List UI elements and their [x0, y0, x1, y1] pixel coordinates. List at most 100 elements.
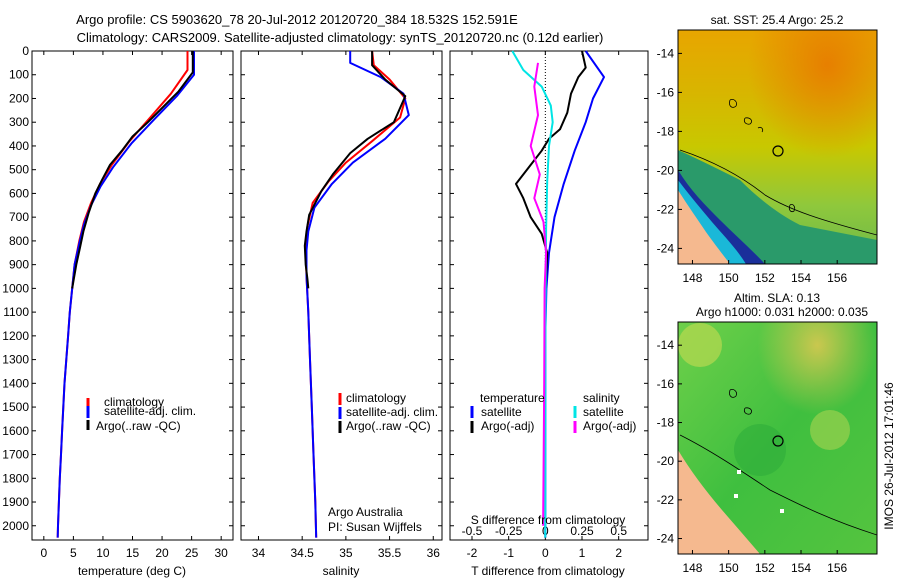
y-tick-label: 1600: [2, 424, 29, 438]
series-argo-raw-qc-: [303, 51, 407, 289]
sst-map-frame: [677, 29, 878, 265]
x-tick-label: 35.5: [378, 546, 402, 560]
map-y-tick-label: -22: [657, 202, 675, 216]
salinity-panel-frame: [240, 50, 443, 541]
difference-top-label: S difference from climatology: [471, 513, 626, 527]
legend-label-climatology: climatology: [346, 391, 406, 405]
x-tick-label: 35: [339, 546, 353, 560]
side-timestamp-label: IMOS 26-Jul-2012 17:01:46: [882, 382, 896, 530]
map-y-tick-label: -16: [657, 377, 675, 391]
salinity-axes: 34 34.5 35 35.5 36: [241, 50, 442, 560]
difference-xlabel: T difference from climatology: [471, 564, 625, 578]
x-tick-label: 1: [579, 546, 586, 560]
sst-reefs: [729, 99, 764, 133]
sla-reefs: [729, 389, 753, 415]
sst-land: [678, 190, 730, 264]
x-tick-label: 2: [615, 546, 622, 560]
y-tick-label: 0: [22, 44, 29, 58]
x-tick-label: 15: [126, 546, 140, 560]
map-y-tick-label: -20: [657, 163, 675, 177]
x-tick-label: 25: [185, 546, 199, 560]
sst-map-axes: 148 150 152 154 156 -14 -16 -18 -20 -22 -24: [657, 46, 848, 285]
sla-marker-3: [780, 509, 784, 513]
temperature-panel-frame: [31, 50, 234, 541]
y-tick-label: 1100: [3, 305, 29, 319]
y-tick-label: 1900: [2, 495, 29, 509]
series-argo-raw-qc-: [71, 51, 194, 289]
series-salinity-argo-adj-: [529, 62, 548, 526]
temperature-axes: 0100200300400500600700800900100011001200…: [2, 44, 233, 560]
legend-label-sal-argo: Argo(-adj): [583, 419, 636, 433]
legend-label-climatology: climatology: [104, 395, 164, 409]
sst-contour: [679, 149, 877, 236]
sla-blob-e: [810, 410, 850, 450]
x-tick-label: 36: [427, 546, 441, 560]
sla-float-marker: [772, 435, 784, 447]
series-temperature-satellite: [544, 50, 605, 538]
legend-label-temp-argo: Argo(-adj): [481, 419, 534, 433]
sst-map: [678, 30, 877, 264]
sla-map-title-line2: Argo h1000: 0.031 h2000: 0.035: [696, 305, 868, 319]
s-tick-label: -0.25: [495, 524, 523, 538]
salinity-xlabel: salinity: [323, 564, 360, 578]
series-temperature-argo-adj-: [515, 50, 587, 289]
map-x-tick-label: 156: [827, 561, 847, 575]
y-tick-label: 1300: [2, 353, 29, 367]
y-tick-label: 800: [9, 234, 29, 248]
y-tick-label: 400: [9, 139, 29, 153]
sla-blob-nw: [678, 323, 722, 367]
temperature-xlabel: temperature (deg C): [78, 564, 186, 578]
y-tick-label: 100: [9, 68, 29, 82]
sla-marker-1: [737, 470, 741, 474]
y-tick-label: 2000: [2, 519, 29, 533]
map-y-tick-label: -24: [657, 241, 675, 255]
map-x-tick-label: 148: [682, 271, 702, 285]
s-tick-label: -0.5: [462, 524, 483, 538]
difference-series: [511, 50, 605, 538]
y-tick-label: 700: [9, 210, 29, 224]
map-x-tick-label: 148: [682, 561, 702, 575]
y-tick-label: 900: [9, 258, 29, 272]
y-tick-label: 600: [9, 186, 29, 200]
x-tick-label: 34: [252, 546, 266, 560]
x-tick-label: -1: [503, 546, 514, 560]
y-tick-label: 1200: [2, 329, 29, 343]
map-y-tick-label: -22: [657, 493, 675, 507]
sla-marker-2: [734, 494, 738, 498]
x-tick-label: 20: [155, 546, 169, 560]
y-tick-label: 1400: [2, 376, 29, 390]
map-x-tick-label: 154: [791, 561, 811, 575]
s-tick-label: 0.5: [610, 524, 627, 538]
y-tick-label: 1500: [2, 400, 29, 414]
argo-australia-label: Argo Australia: [328, 505, 403, 519]
x-tick-label: 5: [70, 546, 77, 560]
map-y-tick-label: -18: [657, 416, 675, 430]
x-tick-label: 0: [40, 546, 47, 560]
sst-map-title: sat. SST: 25.4 Argo: 25.2: [711, 13, 844, 27]
legend-label-temp-satellite: satellite: [481, 405, 522, 419]
temperature-legend: climatology satellite-adj. clim. Argo(..…: [86, 395, 196, 433]
map-y-tick-label: -20: [657, 454, 675, 468]
map-x-tick-label: 154: [791, 271, 811, 285]
legend-label-argo: Argo(..raw -QC): [346, 419, 431, 433]
legend-temperature-heading: temperature: [480, 391, 545, 405]
map-x-tick-label: 150: [719, 271, 739, 285]
sla-blob-c: [734, 424, 786, 476]
sla-map: [678, 322, 877, 554]
series-salinity-satellite: [511, 50, 554, 538]
series-satellite-adj-clim-: [56, 51, 195, 538]
x-tick-label: 34.5: [290, 546, 314, 560]
figure-title-line1: Argo profile: CS 5903620_78 20-Jul-2012 …: [76, 12, 518, 27]
x-tick-label: 10: [96, 546, 110, 560]
series-climatology: [56, 51, 189, 538]
map-x-tick-label: 152: [755, 561, 775, 575]
sla-map-axes: 148 150 152 154 156 -14 -16 -18 -20 -22 -24: [657, 338, 848, 575]
map-y-tick-label: -24: [657, 532, 675, 546]
figure-title-line2: Climatology: CARS2009. Satellite-adjuste…: [77, 30, 604, 45]
map-x-tick-label: 150: [719, 561, 739, 575]
sla-land: [678, 450, 760, 554]
map-y-tick-label: -14: [657, 46, 675, 60]
map-x-tick-label: 152: [755, 271, 775, 285]
map-x-tick-label: 156: [827, 271, 847, 285]
